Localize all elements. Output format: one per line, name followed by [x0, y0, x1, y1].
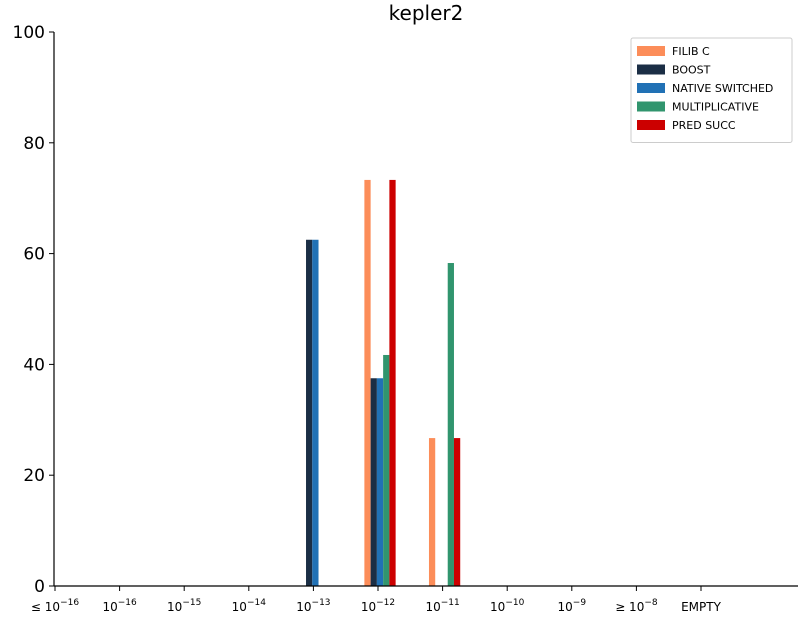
y-tick-label-100: 100: [13, 23, 45, 43]
x-tick-label-9: ≥ 10−8: [615, 598, 658, 614]
legend-swatch-4: [637, 120, 665, 130]
legend-swatch-0: [637, 46, 665, 56]
legend-label-4: PRED SUCC: [672, 119, 736, 132]
bar-boost-5: [370, 378, 377, 586]
x-tick-label-6: 10−11: [425, 598, 459, 614]
legend-swatch-3: [637, 101, 665, 112]
legend-label-3: MULTIPLICATIVE: [672, 101, 759, 114]
bar-multiplicative-6: [447, 263, 454, 586]
legend: FILIB C BOOST NATIVE SWITCHED MULTIPLICATIV…: [630, 37, 793, 143]
bar-multiplicative-5: [383, 354, 390, 586]
x-tick-label-5: 10−12: [361, 598, 395, 614]
legend-box: [630, 37, 793, 143]
bars: [306, 179, 461, 587]
axes: 0 20 40 60 80 100 ≤ 10−16 10−16 10−15 10−14 10−13 1…: [13, 23, 798, 614]
x-tick-label-1: 10−16: [102, 598, 137, 614]
x-tick-label-7: 10−10: [490, 598, 525, 614]
y-tick-label-60: 60: [23, 245, 45, 265]
bar-filib-c-6: [428, 438, 436, 586]
bar-native-switched-4: [312, 239, 319, 586]
x-tick-label-3: 10−14: [232, 598, 267, 614]
y-tick-label-40: 40: [23, 355, 45, 375]
x-tick-label-4: 10−13: [296, 598, 330, 614]
y-tick-label-20: 20: [23, 466, 45, 486]
bar-native-switched-5: [376, 378, 384, 586]
bar-boost-4: [306, 239, 313, 586]
x-tick-label-8: 10−9: [558, 598, 587, 614]
bar-filib-c-5: [364, 179, 371, 587]
legend-swatch-2: [637, 83, 665, 93]
x-tick-label-2: 10−15: [167, 598, 201, 614]
y-tick-label-0: 0: [34, 577, 45, 597]
chart-title: kepler2: [389, 1, 464, 25]
legend-swatch-1: [637, 64, 665, 75]
x-tick-label-10: EMPTY: [681, 600, 722, 614]
legend-label-0: FILIB C: [672, 45, 710, 58]
legend-label-2: NATIVE SWITCHED: [672, 82, 773, 95]
bar-pred-succ-6: [453, 438, 461, 586]
bar-pred-succ-5: [389, 179, 396, 587]
legend-label-1: BOOST: [672, 64, 711, 77]
x-tick-label-0: ≤ 10−16: [31, 598, 79, 614]
y-tick-label-80: 80: [23, 134, 45, 154]
